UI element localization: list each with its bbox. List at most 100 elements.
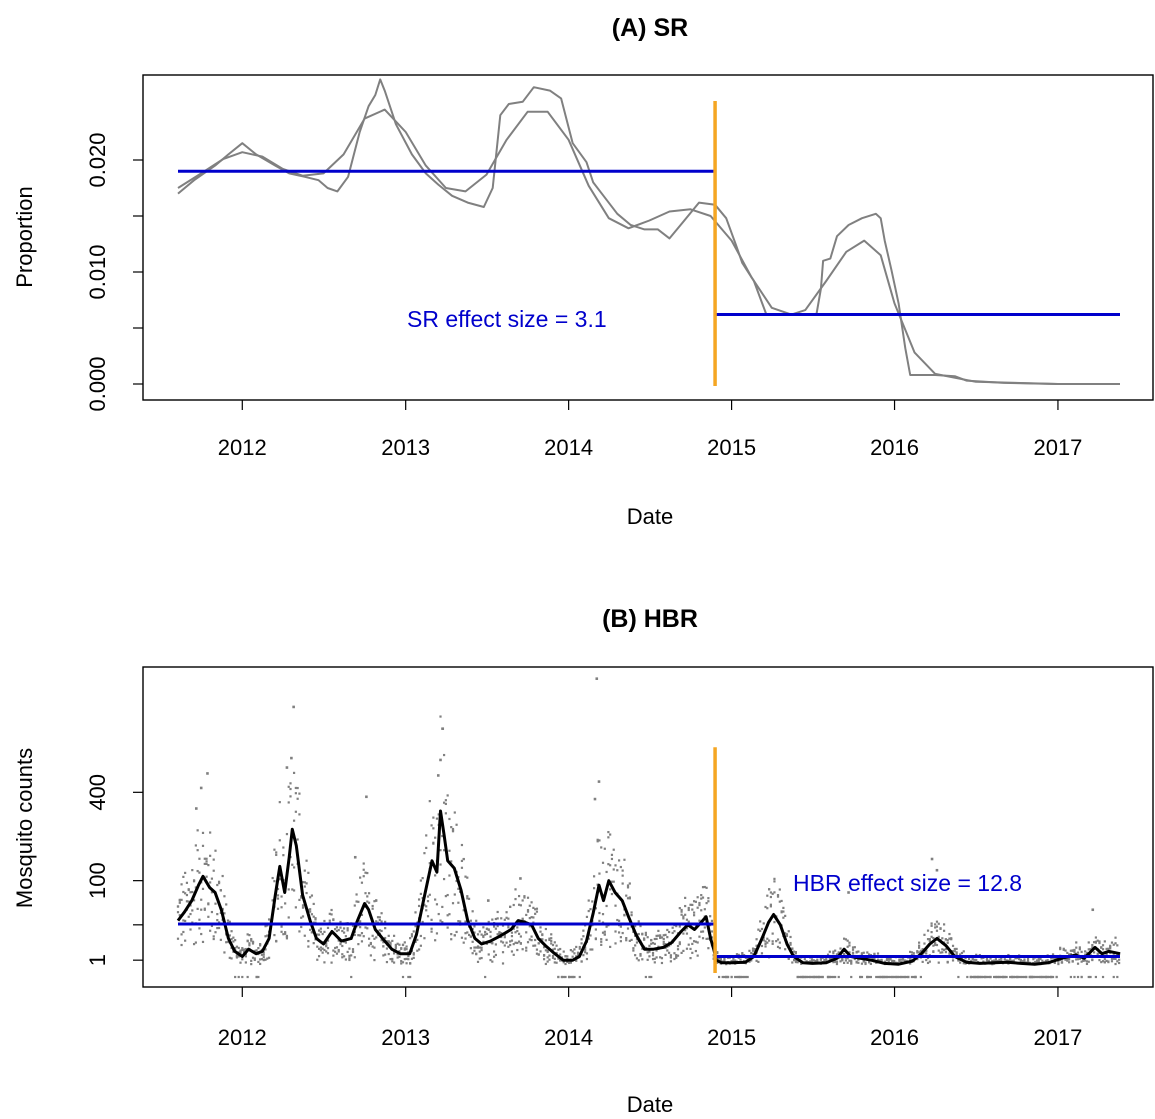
panel-b-scatter-point <box>707 947 710 950</box>
panel-b-scatter-point <box>1069 975 1072 979</box>
panel-b-scatter-point <box>582 954 585 957</box>
panel-b-scatter-point <box>769 891 772 894</box>
panel-b-scatter-point <box>867 975 871 979</box>
panel-b-scatter-point <box>634 925 637 928</box>
panel-b-scatter-point <box>194 844 197 847</box>
panel-b-scatter-point <box>909 950 912 953</box>
panel-b-scatter-point <box>500 932 503 935</box>
panel-b-scatter-point <box>923 942 926 945</box>
panel-b-scatter-point <box>292 866 296 869</box>
panel-b-scatter-point <box>826 975 830 979</box>
panel-b-scatter-point <box>348 958 351 962</box>
panel-b-scatter-point <box>455 879 458 883</box>
panel-b-x-tick-label: 2016 <box>870 1025 919 1050</box>
panel-b-scatter-point <box>387 940 390 943</box>
panel-b-scatter-point <box>348 947 351 950</box>
panel-b-scatter-point <box>1037 975 1040 979</box>
panel-b-scatter-point <box>341 944 344 948</box>
panel-b-scatter-point <box>339 920 342 924</box>
panel-b-scatter-point <box>1016 975 1019 979</box>
panel-b-scatter-point <box>255 975 258 979</box>
panel-b-scatter-point <box>435 817 439 820</box>
panel-b-scatter-point <box>878 975 881 979</box>
panel-b-scatter-point <box>514 897 517 901</box>
panel-b-scatter-point <box>266 934 269 937</box>
panel-b-scatter-point <box>671 926 674 929</box>
panel-b-scatter-point <box>1010 975 1014 979</box>
panel-b-scatter-point <box>935 929 939 932</box>
panel-b-scatter-point <box>635 941 639 944</box>
panel-b-scatter-point <box>1103 940 1106 943</box>
panel-b-scatter-point <box>416 938 419 941</box>
panel-b-scatter-point <box>535 910 539 913</box>
panel-b-scatter-point <box>562 961 565 964</box>
panel-b-scatter-point <box>209 854 212 857</box>
panel-b-scatter-point <box>578 947 581 950</box>
panel-b-scatter-point <box>182 875 185 878</box>
panel-b-scatter-point <box>684 904 687 908</box>
panel-b-scatter-point <box>884 960 887 963</box>
panel-b-scatter-point <box>607 830 610 834</box>
panel-b-scatter-point <box>1050 975 1053 979</box>
panel-b-scatter-point <box>930 935 933 938</box>
panel-b-scatter-point <box>964 962 967 965</box>
panel-b-scatter-point <box>309 908 312 911</box>
panel-b-scatter-point <box>230 957 233 960</box>
panel-b-scatter-point <box>1039 975 1042 979</box>
panel-b-scatter-point <box>417 948 421 951</box>
panel-b-scatter-point <box>994 958 997 961</box>
panel-b-scatter-point <box>496 925 499 928</box>
panel-b-scatter-point <box>1003 958 1006 961</box>
panel-b-scatter-point <box>380 912 383 915</box>
panel-b-scatter-point <box>371 907 374 910</box>
panel-b-scatter-point <box>794 959 797 962</box>
panel-b-scatter-point <box>241 958 244 961</box>
panel-b-scatter-point <box>760 927 764 931</box>
panel-b-scatter-point <box>834 975 837 979</box>
panel-b-scatter-point <box>187 915 190 918</box>
panel-b-scatter-point <box>509 940 512 943</box>
panel-b-scatter-point <box>217 921 221 924</box>
panel-b-scatter-point <box>835 960 839 963</box>
panel-b-scatter-point <box>505 941 508 944</box>
panel-b-scatter-point <box>1046 959 1049 962</box>
panel-b-scatter-point <box>346 929 349 932</box>
panel-b-scatter-point <box>935 925 939 928</box>
panel-b-scatter-point <box>357 934 360 937</box>
panel-b-scatter-point <box>469 935 472 938</box>
panel-b-scatter-point <box>541 938 544 941</box>
panel-b-scatter-point <box>978 975 981 979</box>
panel-b-scatter-point <box>241 975 244 979</box>
panel-b-scatter-point <box>371 945 374 948</box>
panel-b-scatter-point <box>462 941 465 944</box>
panel-b-scatter-point <box>484 930 487 934</box>
panel-b-scatter-point <box>282 854 285 857</box>
panel-b-scatter-point <box>960 951 964 955</box>
panel-b-scatter-point <box>696 906 699 909</box>
panel-b-scatter-point <box>292 771 296 775</box>
panel-b-scatter-point <box>660 957 664 960</box>
panel-b-scatter-point <box>912 975 915 979</box>
panel-b-scatter-point <box>989 975 992 979</box>
panel-b-scatter-point <box>1114 962 1117 966</box>
panel-b-scatter-point <box>1107 947 1110 950</box>
panel-b-scatter-point <box>928 938 931 941</box>
panel-b-scatter-point <box>1000 957 1003 960</box>
panel-b-scatter-point <box>194 941 197 944</box>
panel-b-scatter-point <box>271 899 274 902</box>
panel-b-scatter-point <box>446 893 449 897</box>
panel-b-scatter-point <box>907 975 910 979</box>
panel-b-scatter-point <box>285 832 289 836</box>
panel-b-scatter-point <box>1089 948 1092 951</box>
panel-b-scatter-point <box>471 910 474 913</box>
panel-b-scatter-point <box>414 925 417 928</box>
panel-b-scatter-point <box>251 956 255 959</box>
panel-b-scatter-point <box>923 933 926 936</box>
panel-b-scatter-point <box>626 897 630 900</box>
panel-b-scatter-point <box>985 957 989 960</box>
panel-b-scatter-point <box>771 942 774 945</box>
panel-b-scatter-point <box>998 959 1001 962</box>
panel-b-scatter-point <box>828 957 831 960</box>
panel-b-scatter-point <box>251 940 255 943</box>
